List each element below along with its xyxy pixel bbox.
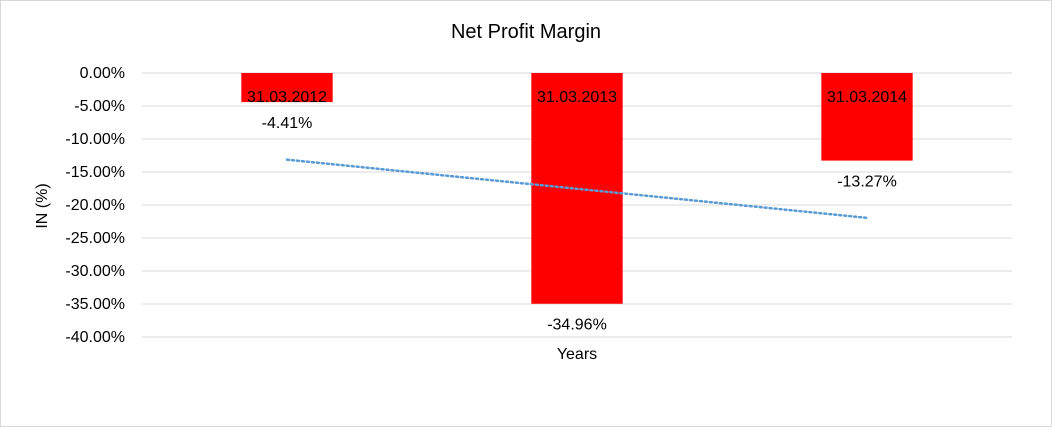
data-label: -13.27% (837, 174, 897, 191)
y-axis-label: IN (%) (34, 183, 51, 228)
bars (241, 73, 913, 304)
y-tick-label: -5.00% (74, 98, 125, 115)
data-label: -34.96% (547, 317, 607, 334)
chart-title: Net Profit Margin (451, 21, 601, 43)
data-label: -4.41% (262, 115, 313, 132)
y-axis-tick-labels: 0.00% -5.00% -10.00% -15.00% -20.00% -25.00% -… (65, 65, 125, 346)
y-tick-label: -40.00% (65, 329, 125, 346)
y-tick-label: -10.00% (65, 131, 125, 148)
y-tick-label: -30.00% (65, 263, 125, 280)
y-tick-label: -25.00% (65, 230, 125, 247)
x-axis-label: Years (557, 346, 597, 363)
y-tick-label: -35.00% (65, 296, 125, 313)
y-tick-label: 0.00% (80, 65, 125, 82)
data-labels: -4.41% -34.96% -13.27% (262, 115, 897, 334)
y-tick-label: -20.00% (65, 197, 125, 214)
category-labels: 31.03.2012 31.03.2013 31.03.2014 (247, 89, 907, 106)
category-label: 31.03.2012 (247, 89, 327, 106)
bar (241, 73, 333, 103)
bar (821, 73, 913, 161)
category-label: 31.03.2014 (827, 89, 907, 106)
trendline (285, 158, 869, 220)
trendline-line (285, 158, 869, 220)
category-label: 31.03.2013 (537, 89, 617, 106)
y-tick-label: -15.00% (65, 164, 125, 181)
